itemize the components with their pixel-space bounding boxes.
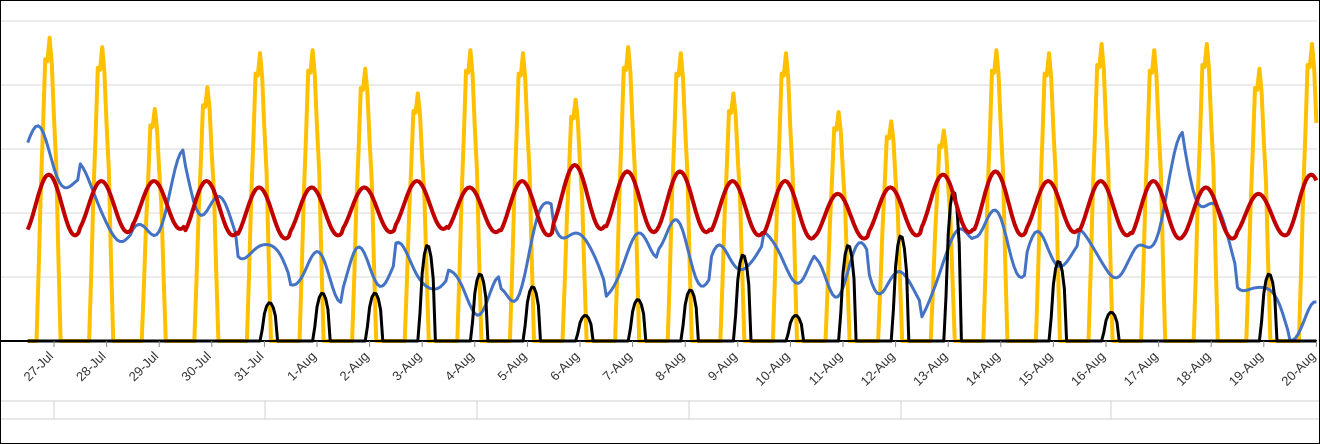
x-tick-label: 1-Aug xyxy=(284,349,319,384)
x-tick-label: 28-Jul xyxy=(73,348,109,384)
x-tick-label: 31-Jul xyxy=(231,348,267,384)
x-tick-label: 9-Aug xyxy=(705,349,740,384)
x-tick-label: 4-Aug xyxy=(442,349,477,384)
x-tick-label: 30-Jul xyxy=(178,348,214,384)
x-tick-label: 7-Aug xyxy=(600,349,635,384)
x-tick-label: 16-Aug xyxy=(1068,349,1108,389)
x-tick-label: 13-Aug xyxy=(910,349,950,389)
x-tick-label: 6-Aug xyxy=(547,349,582,384)
x-tick-label: 3-Aug xyxy=(389,349,424,384)
x-tick-label: 2-Aug xyxy=(337,349,372,384)
x-tick-label: 29-Jul xyxy=(126,348,162,384)
x-axis-ticks: 27-Jul 28-Jul 29-Jul 30-Jul 31-Jul 1-Aug 2-Aug… xyxy=(20,341,1319,389)
series-line-blue xyxy=(26,124,1317,343)
x-tick-label: 17-Aug xyxy=(1120,349,1160,389)
x-tick-label: 27-Jul xyxy=(20,348,56,384)
x-tick-label: 5-Aug xyxy=(494,349,529,384)
x-tick-label: 20-Aug xyxy=(1278,349,1318,389)
x-tick-label: 14-Aug xyxy=(963,349,1003,389)
x-tick-label: 12-Aug xyxy=(857,349,897,389)
x-tick-label: 18-Aug xyxy=(1173,349,1213,389)
x-tick-label: 15-Aug xyxy=(1015,349,1055,389)
x-tick-label: 8-Aug xyxy=(652,349,687,384)
x-tick-label: 19-Aug xyxy=(1226,349,1266,389)
x-tick-label: 10-Aug xyxy=(752,349,792,389)
x-tick-label: 11-Aug xyxy=(806,349,846,389)
series-line-red xyxy=(25,163,1319,241)
bottom-table-grid xyxy=(1,400,1319,420)
series-layer xyxy=(1,35,1319,343)
